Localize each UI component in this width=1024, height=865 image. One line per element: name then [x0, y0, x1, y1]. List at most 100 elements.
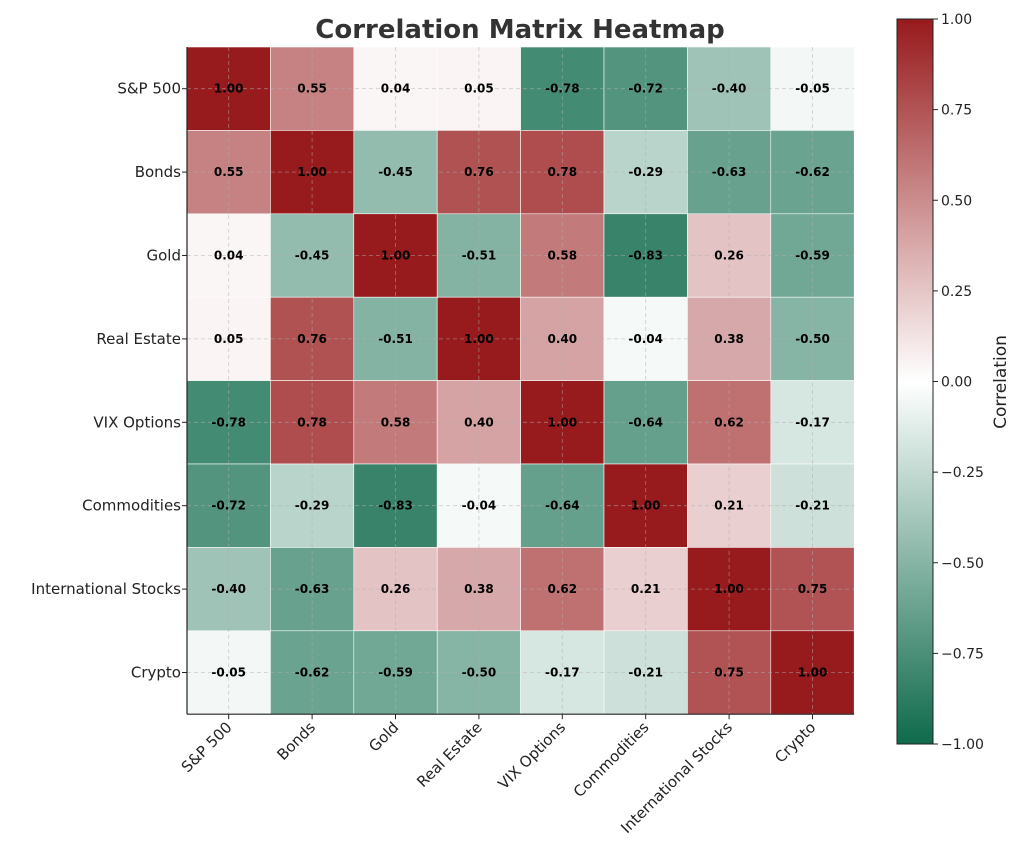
cell-value-label: 1.00 [547, 415, 577, 429]
x-tick-labels: S&P 500 Bonds Gold Real Estate VIX Options Co… [178, 714, 819, 837]
colorbar-gradient [896, 18, 934, 745]
y-tick-labels: S&P 500 Bonds Gold Real Estate VIX Options Co… [31, 80, 187, 682]
cell-value-label: -0.17 [795, 415, 830, 429]
x-tick-label: Crypto [771, 718, 819, 766]
colorbar-tick-label: −0.75 [941, 646, 984, 662]
cell-value-label: -0.83 [378, 499, 413, 513]
cell-value-label: -0.72 [211, 499, 246, 513]
colorbar-label: Correlation [991, 335, 1011, 429]
heatmap-cell [436, 130, 521, 215]
cell-value-label: 0.62 [547, 582, 577, 596]
cell-value-label: -0.40 [712, 82, 747, 96]
cell-value-label: -0.05 [211, 666, 246, 680]
cell-value-label: -0.78 [211, 415, 246, 429]
cell-value-label: 0.04 [381, 82, 411, 96]
cell-value-label: 0.05 [214, 332, 244, 346]
cell-value-label: -0.63 [712, 165, 747, 179]
colorbar-tick-label: 0.75 [941, 103, 972, 119]
cell-value-label: 1.00 [297, 165, 327, 179]
cell-value-label: 1.00 [381, 249, 411, 263]
cell-value-label: 1.00 [214, 82, 244, 96]
cell-value-label: 0.40 [547, 332, 577, 346]
cell-value-label: 0.78 [297, 415, 327, 429]
cell-value-label: 0.21 [714, 499, 744, 513]
cell-value-label: -0.40 [211, 582, 246, 596]
cell-value-label: 0.75 [798, 582, 828, 596]
x-tick-label: VIX Options [494, 718, 569, 793]
y-tick-label: Real Estate [96, 330, 181, 348]
axes [186, 47, 855, 715]
heatmap-cell [186, 296, 271, 381]
cell-value-label: -0.04 [462, 499, 497, 513]
x-tick-label: Gold [365, 718, 402, 755]
cell-value-label: 1.00 [464, 332, 494, 346]
x-tick-label: Bonds [273, 718, 319, 764]
cell-value-label: -0.29 [628, 165, 663, 179]
heatmap-cell [520, 130, 605, 215]
heatmap-cell [270, 380, 355, 465]
heatmap-cell [353, 380, 438, 465]
cell-value-label: -0.21 [628, 666, 663, 680]
cell-value-label: 0.40 [464, 415, 494, 429]
cell-value-label: -0.05 [795, 82, 830, 96]
cell-value-label: -0.45 [378, 165, 413, 179]
cell-value-label: -0.62 [295, 666, 330, 680]
colorbar-tick-label: 0.50 [941, 193, 972, 209]
heatmap-cell [436, 296, 521, 381]
cell-value-label: -0.50 [462, 666, 497, 680]
colorbar-tick-label: 0.25 [941, 284, 972, 300]
cell-value-label: 0.76 [464, 165, 494, 179]
heatmap-cell [520, 296, 605, 381]
cell-value-label: -0.51 [378, 332, 413, 346]
cell-value-label: -0.51 [462, 249, 497, 263]
cell-value-label: -0.21 [795, 499, 830, 513]
cell-value-label: 0.76 [297, 332, 327, 346]
cell-value-label: 0.78 [547, 165, 577, 179]
cell-value-label: 1.00 [631, 499, 661, 513]
cell-value-label: 1.00 [798, 666, 828, 680]
cell-value-label: -0.62 [795, 165, 830, 179]
heatmap-cell [520, 380, 605, 465]
y-tick-label: Crypto [131, 664, 181, 682]
cell-value-label: 0.58 [381, 415, 411, 429]
cell-value-label: -0.29 [295, 499, 330, 513]
cell-value-label: -0.45 [295, 249, 330, 263]
cell-value-label: -0.78 [545, 82, 580, 96]
colorbar-tick-label: −1.00 [941, 737, 984, 753]
cell-value-label: 0.05 [464, 82, 494, 96]
heatmap-cell [186, 46, 271, 131]
cell-value-label: -0.04 [628, 332, 663, 346]
chart-title: Correlation Matrix Heatmap [315, 15, 724, 45]
cell-value-label: 0.75 [714, 666, 744, 680]
colorbar-tick-label: 0.00 [941, 375, 972, 391]
heatmap-cell [270, 130, 355, 215]
cell-value-label: 0.26 [714, 249, 744, 263]
cell-value-label: 0.62 [714, 415, 744, 429]
cell-value-label: 0.21 [631, 582, 661, 596]
heatmap-cell [353, 296, 438, 381]
heatmap-cell [436, 380, 521, 465]
cell-value-label: -0.59 [795, 249, 830, 263]
heatmap-cell [270, 213, 355, 298]
cell-value-labels: 1.00 0.55 0.04 0.05 -0.78 -0.72 -0.40 -0.05 0.55… [211, 82, 829, 680]
cell-value-label: 0.38 [714, 332, 744, 346]
heatmap-cell [353, 213, 438, 298]
cell-value-label: 0.58 [547, 249, 577, 263]
x-tick-label: Real Estate [413, 718, 486, 791]
colorbar-ticks: 1.00 0.75 0.50 0.25 0.00 −0.25 −0.50 −0.75 −1.00 [933, 12, 984, 753]
cell-value-label: -0.64 [545, 499, 580, 513]
cell-value-label: -0.59 [378, 666, 413, 680]
heatmap-cells [186, 46, 855, 715]
cell-value-label: -0.64 [628, 415, 663, 429]
y-tick-label: Bonds [135, 163, 181, 181]
cell-value-label: -0.63 [295, 582, 330, 596]
heatmap-cell [520, 46, 605, 131]
heatmap-cell [436, 213, 521, 298]
y-tick-label: International Stocks [31, 580, 181, 598]
y-tick-label: Gold [147, 247, 182, 265]
colorbar-tick-label: −0.50 [941, 556, 984, 572]
x-tick-label: Commodities [570, 718, 653, 801]
cell-value-label: -0.50 [795, 332, 830, 346]
heatmap-cell [436, 46, 521, 131]
